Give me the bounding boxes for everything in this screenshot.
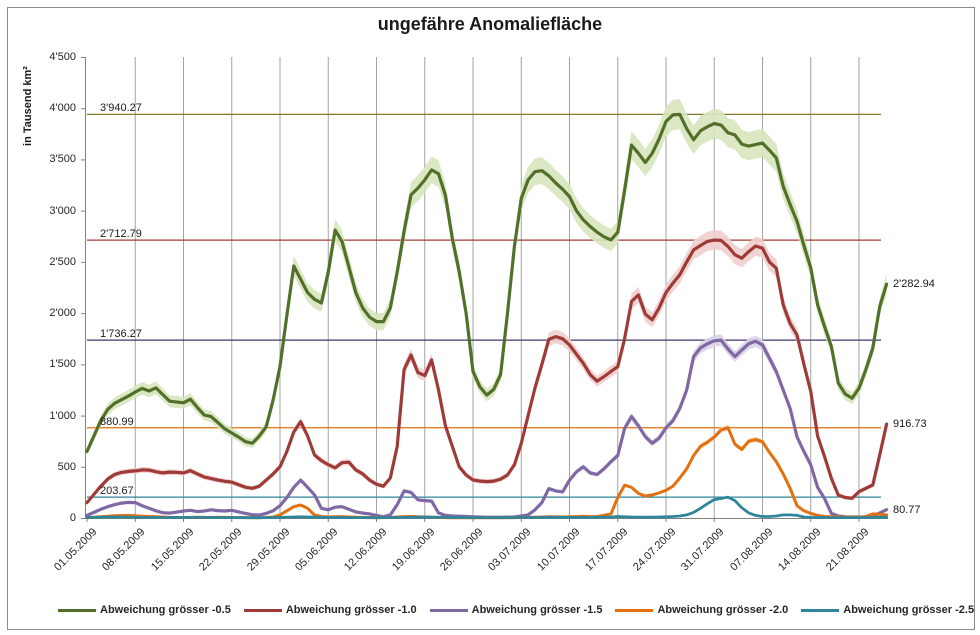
series-end-value-label: 916.73 [893, 418, 927, 431]
max-line-label: 1'736.27 [100, 328, 142, 341]
series-end-value-label: 2'282.94 [893, 278, 935, 291]
series-line [85, 112, 889, 453]
legend-label: Abweichung grösser -1.0 [285, 604, 417, 616]
y-tick-label: 0 [69, 512, 76, 524]
series-band [87, 334, 887, 518]
y-tick-label: 4'000 [49, 102, 76, 115]
legend-line-swatch [615, 608, 654, 612]
legend-item: Abweichung grösser -1.5 [429, 604, 603, 616]
legend-item: Abweichung grösser -2.0 [615, 604, 788, 616]
legend-label: Abweichung grösser -1.5 [471, 604, 603, 616]
y-tick-label: 1'000 [49, 409, 76, 422]
series-band [87, 496, 887, 518]
max-line-label: 880.99 [100, 415, 134, 428]
legend: Abweichung grösser -0.5 Abweichung grösse… [58, 604, 974, 616]
legend-label: Abweichung grösser -2.5 [843, 604, 975, 616]
chart-title: ungefähre Anomaliefläche [377, 14, 603, 34]
legend-line-swatch [58, 608, 96, 612]
series-line [85, 426, 889, 520]
series-band [87, 99, 887, 456]
y-tick-label: 2'000 [49, 307, 76, 320]
y-tick-label: 3'500 [49, 153, 76, 166]
legend-label: Abweichung grösser -2.0 [657, 604, 789, 616]
y-tick-label: 3'000 [49, 204, 76, 217]
series-band [87, 424, 887, 518]
legend-item: Abweichung grösser -0.5 [58, 604, 231, 616]
y-tick-label: 4'500 [49, 51, 76, 63]
series-band [87, 230, 887, 505]
legend-item: Abweichung grösser -1.0 [243, 604, 417, 616]
y-tick-label: 1'500 [49, 358, 76, 371]
legend-label: Abweichung grösser -0.5 [100, 604, 231, 616]
max-line-label: 203.67 [100, 485, 134, 498]
legend-item: Abweichung grösser -2.5 [801, 604, 974, 616]
chart-border [7, 7, 975, 630]
series-end-value-label: 80.77 [893, 503, 921, 516]
y-tick-label: 2'500 [49, 255, 76, 268]
series-line [85, 238, 889, 505]
series-line [85, 495, 888, 520]
legend-line-swatch [801, 608, 840, 612]
series-line [85, 338, 889, 519]
max-line-label: 2'712.79 [100, 228, 142, 241]
legend-line-swatch [429, 608, 468, 612]
max-line-label: 3'940.27 [100, 102, 142, 115]
legend-line-swatch [243, 608, 282, 612]
y-tick-label: 500 [57, 460, 76, 473]
